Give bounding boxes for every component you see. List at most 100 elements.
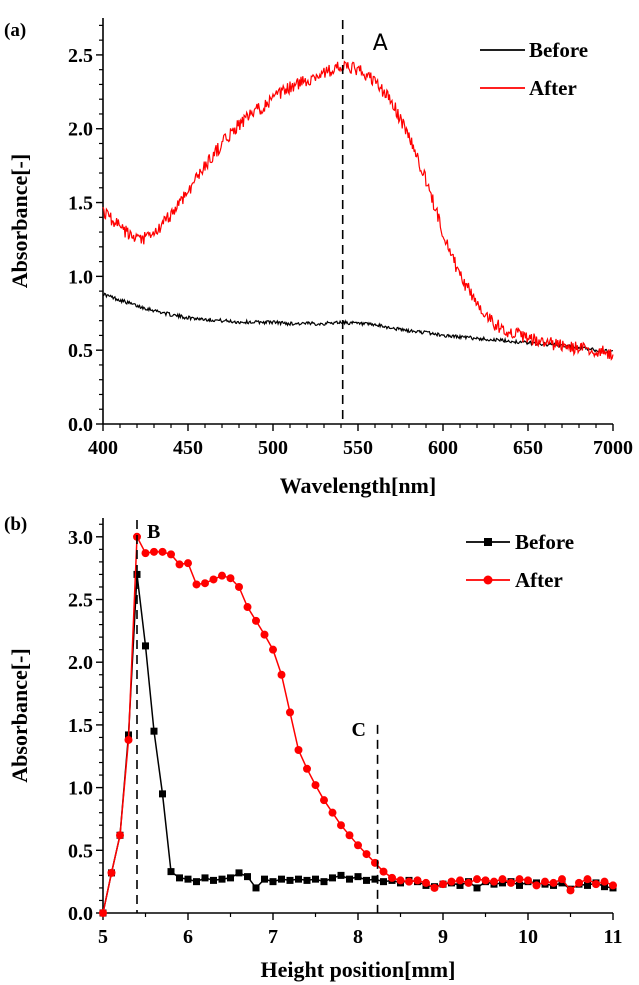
series-before-point	[142, 642, 149, 650]
series-before-point	[312, 875, 319, 883]
series-after-point	[218, 571, 226, 580]
series-before-point	[218, 875, 226, 883]
series-before-point	[584, 881, 591, 889]
series-before-point	[269, 878, 277, 886]
x-tick-label: 7	[268, 926, 278, 948]
series-after-point	[226, 574, 235, 583]
series-before-point	[244, 873, 251, 881]
series-after-point	[124, 735, 133, 744]
series-before-point	[371, 875, 379, 883]
series-after-point	[609, 881, 617, 890]
x-tick-label: 650	[513, 437, 543, 459]
x-tick-label: 600	[428, 437, 458, 459]
legend-label-before: Before	[529, 38, 588, 62]
series-after-point	[473, 875, 481, 884]
series-after-point	[430, 883, 439, 892]
legend-label-before: Before	[515, 530, 574, 554]
series-after-point	[464, 878, 473, 887]
series-after-point	[320, 796, 328, 805]
series-after-point	[209, 575, 218, 584]
series-after-point	[167, 550, 175, 559]
panel-label: (a)	[4, 20, 26, 41]
series-before-point	[193, 878, 200, 886]
annotation-label-a: A	[373, 31, 388, 56]
series-after-point	[345, 831, 354, 840]
series-after-point	[439, 880, 447, 889]
series-before-point	[601, 883, 608, 891]
series-after-point	[396, 876, 405, 885]
series-after-point	[175, 560, 184, 569]
y-tick-label: 1.0	[68, 778, 93, 800]
series-before-point	[150, 727, 158, 735]
series-after-point	[498, 875, 507, 884]
annotation-label-b: B	[147, 521, 160, 543]
series-before-line	[102, 292, 613, 354]
series-before-point	[167, 868, 175, 876]
series-after-point	[583, 875, 592, 884]
y-axis-title: Absorbance[-]	[7, 154, 32, 288]
series-before-point	[456, 881, 464, 889]
series-after-point	[201, 579, 209, 588]
x-tick-label: 550	[343, 437, 373, 459]
series-after-point	[107, 868, 116, 877]
series-after-point	[379, 867, 388, 876]
series-before-point	[337, 871, 345, 879]
panel-label: (b)	[4, 514, 27, 535]
series-after-point	[447, 877, 456, 886]
x-tick-label: 9	[438, 926, 448, 948]
x-tick-label: 11	[604, 926, 623, 948]
x-tick-label: 10	[518, 926, 538, 948]
series-before-point	[252, 884, 260, 892]
series-before-point	[201, 874, 209, 882]
x-axis-title: Wavelength[nm]	[280, 473, 436, 498]
x-tick-label: 5	[98, 926, 108, 948]
series-after-point	[235, 582, 243, 591]
legend-marker-before	[484, 538, 492, 546]
x-tick-label: 400	[88, 437, 118, 459]
series-after-point	[158, 547, 167, 556]
series-after-point	[549, 878, 558, 887]
chart-panel-a: (a) 400 450 500 550 600 650 7000 0.0 0.5 1.0 1.5 2.0…	[4, 18, 633, 498]
series-after-point	[566, 886, 575, 895]
series-after-point	[456, 876, 464, 885]
series-after-point	[362, 850, 371, 859]
legend-marker-after	[483, 575, 493, 585]
series-before-point	[176, 874, 183, 882]
series-before-point	[320, 878, 328, 886]
series-after-point	[524, 876, 532, 885]
series-after-point	[507, 878, 515, 887]
series-after-line	[102, 60, 614, 361]
series-after-point	[532, 881, 541, 890]
y-tick-label: 2.0	[68, 652, 93, 674]
series-before-point	[473, 884, 481, 892]
chart-panel-b: (b) 5 6 7 8 9 10 11 0.0 0.5 1.0 1.5 2.0 2.5 3.0 Height …	[4, 514, 622, 982]
series-after-point	[541, 877, 549, 886]
series-before-point	[329, 874, 336, 882]
series-after-point	[260, 630, 269, 639]
series-after-point	[413, 876, 422, 885]
series-after-point	[600, 877, 609, 886]
y-tick-label: 1.5	[68, 715, 93, 737]
y-tick-label: 0.5	[68, 340, 93, 362]
y-tick-label: 3.0	[68, 527, 93, 549]
series-before-point	[303, 876, 311, 884]
x-tick-label: 450	[173, 437, 203, 459]
series-after-point	[388, 873, 396, 882]
series-before-point	[133, 570, 141, 578]
x-tick-label: 8	[353, 926, 363, 948]
y-tick-label: 0.0	[68, 414, 93, 436]
series-before-point	[286, 876, 294, 884]
legend-label-after: After	[529, 76, 577, 100]
series-before-point	[235, 869, 243, 877]
x-tick-label: 500	[258, 437, 288, 459]
series-after-point	[184, 559, 192, 568]
series-after-point	[277, 670, 286, 679]
x-tick-label: 7000	[593, 437, 633, 459]
series-after-point	[286, 708, 294, 717]
series-after-point	[490, 877, 498, 886]
series-before-point	[210, 876, 217, 884]
series-after-point	[337, 821, 345, 830]
series-after-point	[311, 781, 320, 790]
legend-label-after: After	[515, 568, 563, 592]
